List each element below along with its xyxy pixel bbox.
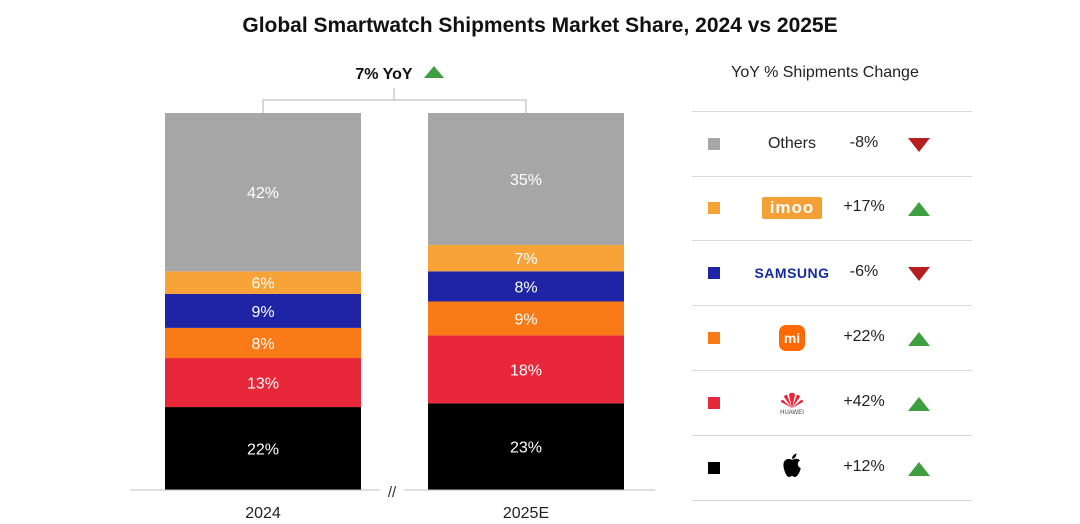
data-label-others-2024: 42% (247, 185, 279, 202)
triangle-down-icon (908, 267, 930, 286)
legend-row-imoo: imoo +17% (692, 176, 972, 241)
triangle-up-icon (908, 332, 930, 351)
data-label-xiaomi-2024: 8% (251, 336, 274, 353)
legend-change-others: -8% (849, 134, 879, 151)
bar-segment-imoo-2025e (428, 244, 624, 272)
legend-row-others: Others -8% (692, 111, 972, 177)
data-label-huawei-2024: 13% (247, 376, 279, 393)
legend-row-samsung: SAMSUNG -6% (692, 241, 972, 306)
axis-break-mark: // (388, 484, 397, 501)
data-label-apple-2024: 22% (247, 442, 279, 459)
bar-segment-others-2024 (165, 113, 361, 272)
brand-imoo: imoo (744, 194, 840, 222)
bar-segment-imoo-2024 (165, 271, 361, 294)
legend-header: YoY % Shipments Change (731, 64, 919, 81)
imoo-logo: imoo (761, 197, 823, 219)
data-label-imoo-2024: 6% (251, 276, 274, 293)
apple-logo (781, 453, 803, 484)
triangle-up-icon (908, 397, 930, 416)
triangle-up-icon (908, 462, 930, 481)
legend-swatch-xiaomi (708, 332, 720, 344)
legend-change-samsung: -6% (849, 263, 879, 280)
bar-segment-others-2025e (428, 113, 624, 245)
data-label-huawei-2025e: 18% (510, 362, 542, 379)
bar-segment-apple-2024 (165, 407, 361, 490)
legend-change-xiaomi: +22% (843, 328, 885, 345)
triangle-up-icon (424, 66, 444, 78)
bar-segment-xiaomi-2025e (428, 301, 624, 336)
bar-segment-xiaomi-2024 (165, 327, 361, 359)
chart-title: Global Smartwatch Shipments Market Share… (242, 14, 838, 37)
bar-segment-huawei-2024 (165, 358, 361, 408)
huawei-logo: HUAWEI (780, 391, 804, 416)
legend-row-huawei: HUAWEI +42% (692, 371, 972, 436)
stacked-bar-chart: 22% 13% 8% 9% 6% 42% 2024 23% 18% 9% 8% 7% 35% 2025E /… (130, 66, 655, 522)
bar-segment-samsung-2024 (165, 293, 361, 328)
data-label-samsung-2024: 9% (251, 304, 274, 321)
legend-row-apple: +12% (692, 436, 972, 501)
legend-row-xiaomi: mi +22% (692, 306, 972, 371)
legend-label-others: Others (767, 135, 816, 152)
legend-swatch-samsung (708, 267, 720, 279)
brand-others: Others (744, 130, 840, 158)
legend-swatch-imoo (708, 202, 720, 214)
xiaomi-logo: mi (779, 325, 805, 351)
bar-segment-samsung-2025e (428, 271, 624, 302)
x-tick-label-2024: 2024 (245, 505, 281, 522)
legend-swatch-huawei (708, 397, 720, 409)
legend-change-huawei: +42% (843, 393, 885, 410)
data-label-xiaomi-2025e: 9% (514, 311, 537, 328)
bar-segment-huawei-2025e (428, 335, 624, 404)
brand-huawei: HUAWEI (744, 389, 840, 417)
legend-change-imoo: +17% (843, 198, 885, 215)
yoy-bracket (262, 88, 527, 113)
samsung-logo: SAMSUNG (754, 265, 830, 281)
legend-change-apple: +12% (843, 458, 885, 475)
legend-swatch-apple (708, 462, 720, 474)
x-tick-label-2025e: 2025E (503, 505, 549, 522)
huawei-logo-text: HUAWEI (780, 409, 804, 416)
brand-apple (744, 453, 840, 484)
data-label-others-2025e: 35% (510, 172, 542, 189)
triangle-up-icon (908, 202, 930, 221)
data-label-apple-2025e: 23% (510, 440, 542, 457)
bar-segment-apple-2025e (428, 403, 624, 490)
brand-xiaomi: mi (744, 324, 840, 352)
triangle-down-icon (908, 138, 930, 157)
legend-swatch-others (708, 138, 720, 150)
yoy-label: 7% YoY (355, 66, 413, 83)
data-label-samsung-2025e: 8% (514, 279, 537, 296)
brand-samsung: SAMSUNG (744, 259, 840, 287)
data-label-imoo-2025e: 7% (514, 251, 537, 268)
